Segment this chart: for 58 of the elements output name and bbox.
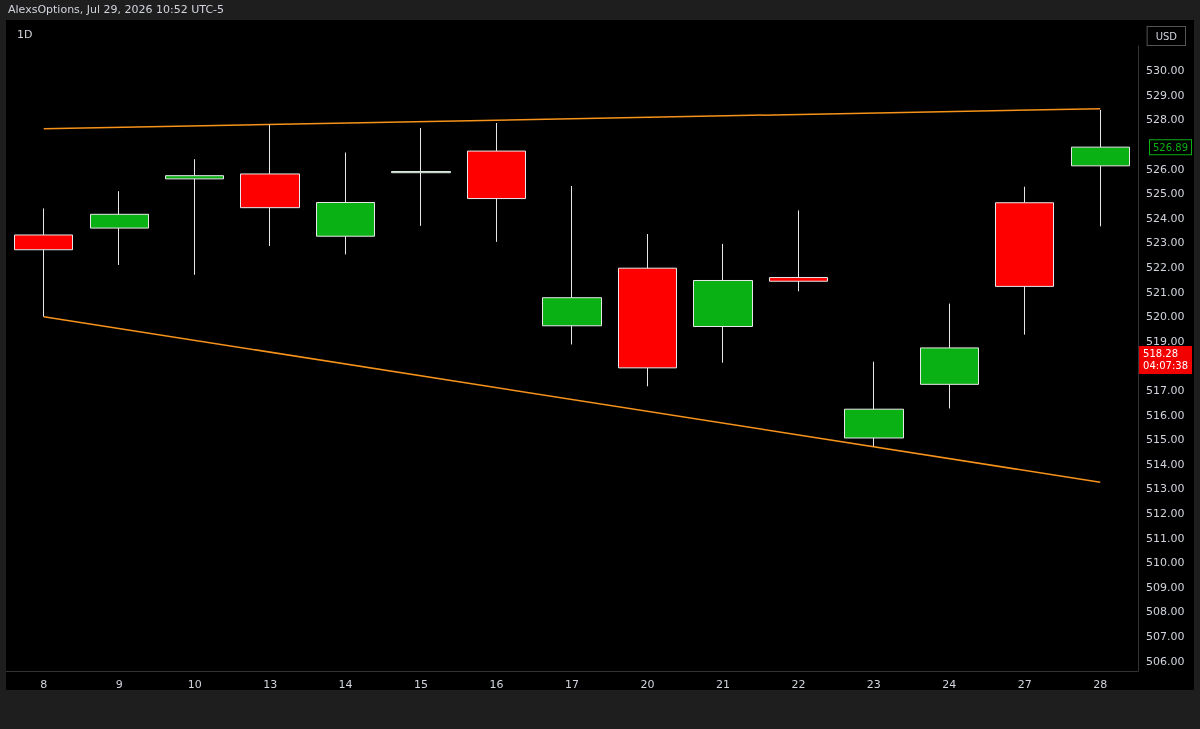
y-tick-label: 511.00	[1146, 531, 1185, 545]
x-tick-label: 22	[791, 678, 806, 691]
candlestick	[618, 233, 677, 387]
y-tick-label: 523.00	[1146, 236, 1185, 250]
x-tick-label: 14	[338, 678, 353, 691]
y-tick-label: 517.00	[1146, 383, 1185, 397]
y-tick-label: 526.00	[1146, 162, 1185, 176]
y-tick-label: 520.00	[1146, 310, 1185, 324]
y-tick-label: 530.00	[1146, 64, 1185, 78]
y-tick-label: 506.00	[1146, 654, 1185, 668]
candlestick	[14, 207, 73, 318]
x-tick-label: 23	[866, 678, 881, 691]
x-tick-label: 24	[942, 678, 957, 691]
x-tick-label: 28	[1093, 678, 1108, 691]
candlestick	[90, 190, 149, 266]
candlestick	[1071, 109, 1130, 227]
x-tick-label: 17	[565, 678, 579, 691]
y-tick-label: 507.00	[1146, 630, 1185, 644]
y-tick-label: 512.00	[1146, 507, 1185, 521]
y-tick-label: 509.00	[1146, 580, 1185, 594]
y-tick-label: 510.00	[1146, 556, 1185, 570]
text: 518.28 04:07:38	[1143, 348, 1189, 372]
chart-title: AlexsOptions, Jul 29, 2026 10:52 UTC-5	[8, 3, 225, 16]
candlestick	[844, 361, 904, 447]
candlestick	[467, 122, 526, 243]
y-tick-label: 519.00	[1146, 334, 1185, 348]
x-tick-label: 20	[640, 678, 655, 691]
x-tick-label: 15	[414, 678, 429, 691]
text: 526.89	[1153, 141, 1189, 153]
x-tick-label: 13	[263, 678, 278, 691]
y-tick-label: 516.00	[1146, 408, 1185, 422]
y-tick-label: 529.00	[1146, 88, 1185, 102]
x-tick-label: 16	[489, 678, 504, 691]
x-tick-label: 27	[1017, 678, 1032, 691]
candlestick	[165, 158, 224, 276]
text: USD	[1155, 30, 1178, 42]
x-tick-label: 21	[715, 678, 730, 691]
y-tick-label: 514.00	[1146, 457, 1185, 471]
candlestick	[391, 127, 451, 227]
x-tick-label: 8	[40, 678, 48, 691]
candlestick	[693, 243, 753, 364]
y-tick-label: 528.00	[1146, 113, 1185, 127]
y-tick-label: 515.00	[1146, 433, 1185, 447]
candlestick	[316, 152, 375, 255]
candlestick	[920, 303, 979, 409]
candlestick	[769, 209, 828, 292]
candlestick	[542, 185, 602, 345]
y-tick-label: 508.00	[1146, 605, 1185, 619]
y-tick-label: 522.00	[1146, 260, 1185, 274]
y-tick-label: 521.00	[1146, 285, 1185, 299]
candlestick	[995, 186, 1054, 336]
y-tick-label: 513.00	[1146, 482, 1185, 496]
x-tick-label: 9	[115, 678, 123, 691]
y-tick-label: 525.00	[1146, 187, 1185, 201]
chart-subtitle: 1D	[17, 28, 33, 41]
x-tick-label: 10	[187, 678, 202, 691]
candlestick	[240, 124, 300, 247]
y-tick-label: 524.00	[1146, 211, 1185, 225]
